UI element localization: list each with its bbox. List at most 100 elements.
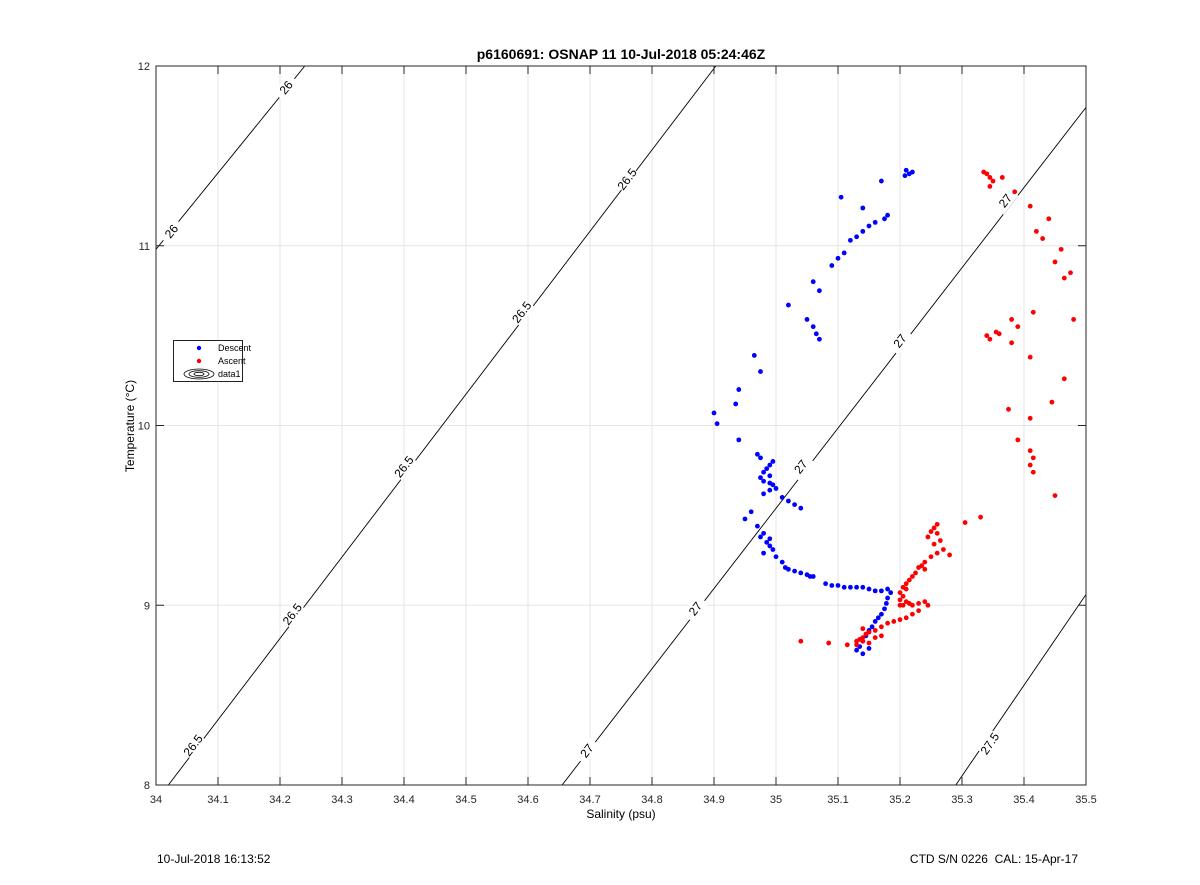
descent-point xyxy=(770,482,776,488)
descent-point xyxy=(786,498,791,504)
contour-label-group: 27 xyxy=(887,327,913,355)
descent-point xyxy=(804,317,810,322)
chart-title: p6160691: OSNAP 11 10-Jul-2018 05:24:46Z xyxy=(476,46,766,62)
descent-point xyxy=(810,279,816,285)
descent-point xyxy=(829,263,835,268)
x-tick-label: 34.8 xyxy=(641,794,662,806)
ascent-point xyxy=(922,599,928,605)
contour-label-bg xyxy=(391,453,417,481)
contour-label-bg xyxy=(508,298,535,327)
x-tick-label: 34.4 xyxy=(393,794,414,806)
ascent-point xyxy=(910,574,915,579)
y-tick-label: 11 xyxy=(139,241,150,253)
descent-point xyxy=(758,369,763,374)
descent-point xyxy=(767,473,773,479)
ascent-point xyxy=(903,615,909,621)
contour-label-group: 27 xyxy=(574,737,600,765)
descent-point xyxy=(872,588,878,594)
ascent-point xyxy=(931,541,937,547)
descent-point xyxy=(761,550,766,556)
ascent-point xyxy=(1052,493,1058,499)
descent-point xyxy=(866,645,872,651)
ascent-point xyxy=(891,619,897,624)
contour-label-bg xyxy=(992,187,1019,215)
descent-point xyxy=(829,583,835,588)
descent-point xyxy=(879,178,884,184)
descent-point xyxy=(810,324,816,330)
descent-point xyxy=(755,523,760,529)
descent-point xyxy=(906,171,912,177)
ascent-point xyxy=(860,638,866,644)
descent-point xyxy=(761,478,766,484)
descent-point xyxy=(792,568,797,574)
descent-point xyxy=(798,505,804,511)
descent-point xyxy=(742,516,748,522)
ascent-point xyxy=(990,178,996,184)
x-tick-label: 34.9 xyxy=(703,794,724,806)
ascent-point xyxy=(844,642,850,648)
descent-point xyxy=(841,584,847,590)
ascent-point xyxy=(1071,317,1076,322)
legend-item-descent: Descent xyxy=(174,342,251,354)
descent-point xyxy=(838,194,844,200)
descent-point xyxy=(755,451,760,457)
ascent-point xyxy=(910,611,915,617)
ascent-point xyxy=(1068,270,1073,276)
descent-point xyxy=(758,534,763,540)
x-tick-label: 34.1 xyxy=(207,794,228,806)
x-axis-label: Salinity (psu) xyxy=(586,807,656,821)
ascent-point xyxy=(1027,448,1033,454)
descent-point xyxy=(779,495,785,500)
ascent-point xyxy=(1061,376,1067,382)
ascent-point xyxy=(1040,236,1045,241)
contour-label-bg xyxy=(787,453,814,481)
ascent-point xyxy=(1027,415,1033,421)
contour-label-bg xyxy=(273,73,300,102)
contour-label-group: 26 xyxy=(273,73,300,102)
descent-point xyxy=(848,237,853,243)
ascent-point xyxy=(934,530,940,536)
ascent-point xyxy=(897,590,903,596)
ascent-point xyxy=(897,602,903,608)
ascent-point xyxy=(999,175,1005,180)
descent-point xyxy=(770,459,776,464)
ascent-point xyxy=(934,550,940,556)
descent-point xyxy=(882,216,887,222)
ascent-point xyxy=(947,552,952,558)
descent-point xyxy=(879,611,884,617)
ascent-point xyxy=(903,581,909,587)
ascent-point xyxy=(916,608,921,614)
ascent-point xyxy=(860,626,866,632)
footer-ctd-info: CTD S/N 0226 CAL: 15-Apr-17 xyxy=(909,852,1078,866)
descent-point xyxy=(817,336,822,342)
contour-label-bg xyxy=(887,327,913,355)
descent-point xyxy=(869,624,875,630)
descent-point xyxy=(714,421,720,427)
ascent-point xyxy=(854,638,859,644)
descent-point xyxy=(733,401,739,407)
grid-lines xyxy=(155,65,1087,786)
ascent-point xyxy=(879,633,884,639)
x-tick-label: 35.1 xyxy=(827,794,848,806)
ascent-point xyxy=(1015,437,1021,443)
legend-label-descent: Descent xyxy=(218,343,252,353)
ascent-point xyxy=(1027,354,1033,360)
descent-point xyxy=(872,619,878,624)
legend-item-ascent: Ascent xyxy=(174,355,246,367)
contour-label-group: 27 xyxy=(787,453,814,481)
descent-point xyxy=(810,574,816,579)
ascent-point xyxy=(1027,462,1033,468)
descent-point xyxy=(860,651,866,657)
descent-point xyxy=(711,410,717,416)
ascent-point xyxy=(916,565,921,570)
descent-point xyxy=(786,566,791,572)
ascent-point xyxy=(798,638,804,644)
descent-point xyxy=(736,437,742,443)
descent-point xyxy=(758,455,763,461)
x-tick-label: 35.4 xyxy=(1013,794,1034,806)
ascent-point xyxy=(916,601,921,606)
x-tick-label: 34.5 xyxy=(455,794,476,806)
descent-point xyxy=(770,547,776,552)
x-tick-label: 34.3 xyxy=(331,794,352,806)
x-tick-label: 34.2 xyxy=(269,794,290,806)
